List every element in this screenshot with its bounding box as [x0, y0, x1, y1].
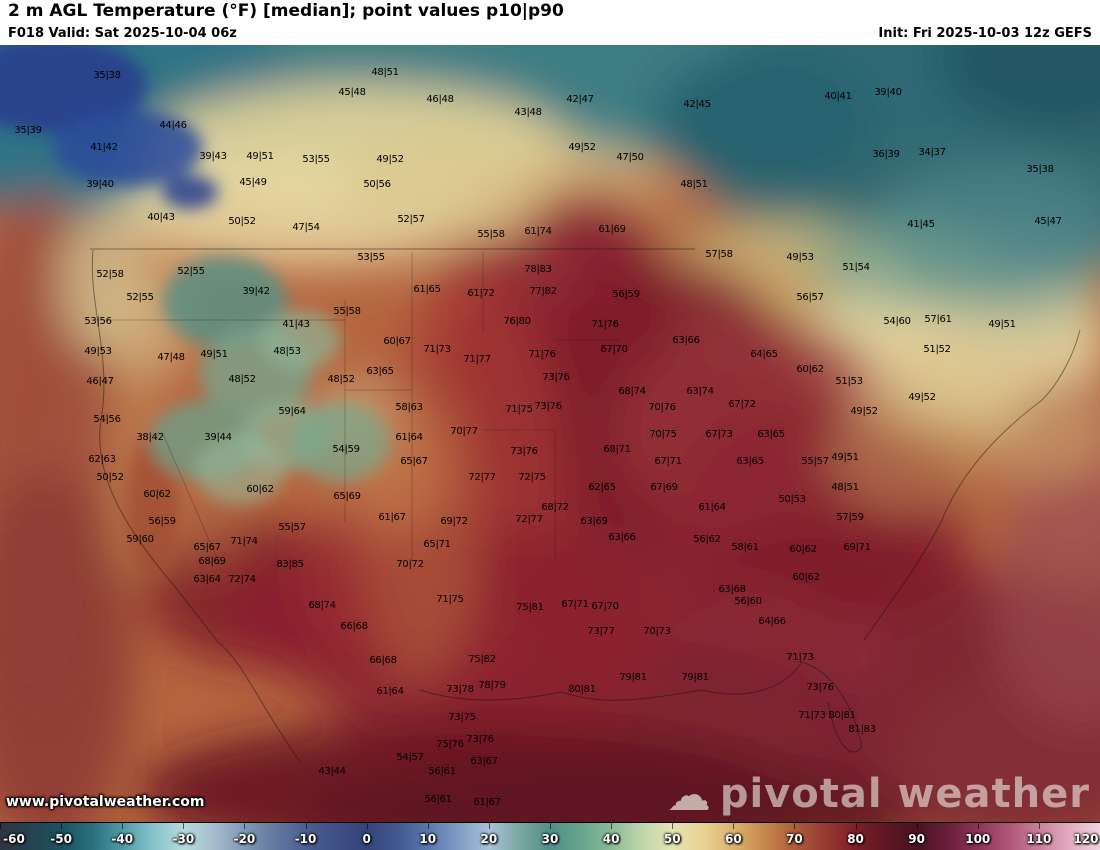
temp-blob	[260, 310, 340, 370]
temp-blob	[125, 433, 179, 577]
temperature-colorbar: -60 -50 -40 -30 -20 -10 0 10 20 30 40 50 60 70 80 90 100…	[0, 822, 1100, 850]
colorbar-tick-label: 110	[1026, 832, 1052, 846]
colorbar-tick	[122, 823, 124, 829]
colorbar-tick-label: -40	[111, 832, 134, 846]
colorbar-tick	[1038, 823, 1040, 829]
coast-florida	[801, 661, 863, 753]
temp-blob	[53, 110, 203, 186]
colorbar-tick-label: 0	[362, 832, 371, 846]
coast-pacific	[91, 249, 219, 643]
colorbar-tick-label: 70	[786, 832, 803, 846]
state-border	[483, 429, 556, 560]
header: 2 m AGL Temperature (°F) [median]; point…	[0, 0, 1100, 45]
colorbar-tick	[916, 823, 918, 829]
colorbar-tick	[427, 823, 429, 829]
colorbar-tick-label: 40	[602, 832, 620, 846]
colorbar-tick-label: -60	[3, 832, 25, 846]
colorbar-tick	[244, 823, 246, 829]
map-title: 2 m AGL Temperature (°F) [median]; point…	[8, 1, 564, 21]
colorbar-tick	[61, 823, 63, 829]
temp-blob	[650, 50, 870, 190]
temp-blob	[825, 400, 985, 510]
colorbar-tick	[977, 823, 979, 829]
colorbar-tick	[855, 823, 857, 829]
colorbar-tick-label: 120	[1073, 832, 1099, 846]
colorbar-tick-label: 30	[541, 832, 559, 846]
temp-blob	[195, 435, 285, 505]
map-borders	[90, 248, 1081, 763]
colorbar-tick	[550, 823, 551, 829]
colorbar-tick-label: 50	[663, 832, 681, 846]
state-border	[161, 431, 221, 566]
colorbar-tick-label: -50	[50, 832, 72, 846]
colorbar-tick	[611, 823, 613, 829]
colorbar-tick-label: 100	[965, 832, 991, 846]
temp-blob	[162, 175, 218, 209]
colorbar-tick	[0, 823, 1, 829]
colorbar-tick-label: 90	[908, 832, 926, 846]
brand-text: pivotal weather	[719, 771, 1090, 817]
watermark-url: www.pivotalweather.com	[6, 794, 205, 810]
colorbar-tick-label: -10	[294, 832, 317, 846]
temp-blob	[290, 402, 390, 482]
colorbar-tick-label: 10	[419, 832, 437, 846]
colorbar-tick	[794, 823, 796, 829]
coast-gulf	[419, 661, 803, 701]
colorbar-tick	[733, 823, 735, 829]
coast-baja	[217, 641, 301, 763]
colorbar-tick	[305, 823, 307, 829]
temp-blob	[0, 37, 147, 133]
temp-blob	[0, 470, 133, 850]
init-time-label: Init: Fri 2025-10-03 12z GEFS	[878, 26, 1092, 41]
colorbar-tick-label: -30	[172, 832, 195, 846]
colorbar-tick-label: 80	[847, 832, 864, 846]
coast-atlantic	[863, 329, 1081, 641]
temp-blob	[812, 212, 982, 312]
valid-time-label: F018 Valid: Sat 2025-10-04 06z	[8, 26, 237, 41]
colorbar-tick-label: -20	[233, 832, 256, 846]
cloud-icon: ☁	[666, 770, 712, 821]
colorbar-tick-label: 60	[724, 832, 742, 846]
colorbar-tick-label: 20	[480, 832, 498, 846]
colorbar-tick	[672, 823, 674, 829]
colorbar-tick	[366, 823, 368, 829]
pivotal-weather-logo: ☁ pivotal weather	[667, 770, 1090, 821]
colorbar-tick	[183, 823, 185, 829]
colorbar-tick	[488, 823, 490, 829]
temp-blob	[163, 256, 287, 348]
